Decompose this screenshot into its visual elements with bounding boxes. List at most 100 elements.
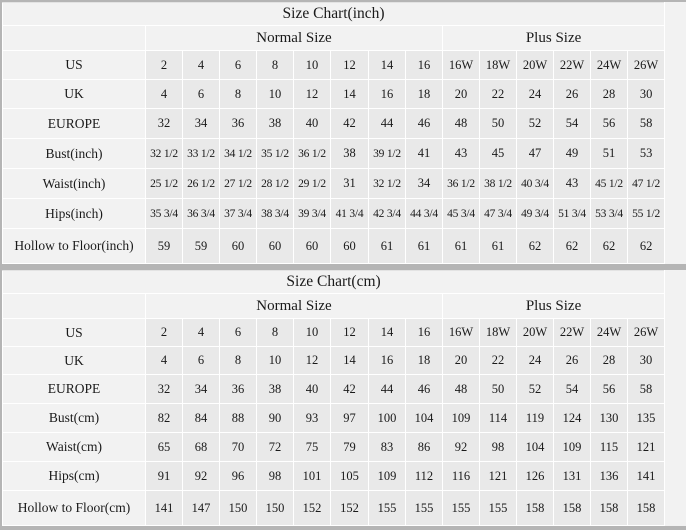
cell: 72 xyxy=(256,432,294,462)
cell: 109 xyxy=(442,403,480,433)
cell: 26 xyxy=(553,79,591,109)
cell: 119 xyxy=(516,403,554,433)
cell: 28 xyxy=(590,346,628,375)
row-label-waist: Waist(inch) xyxy=(2,168,146,199)
cell: 46 xyxy=(405,374,443,404)
cell: 56 xyxy=(590,374,628,404)
cell: 26 xyxy=(553,346,591,375)
row-label-europe: EUROPE xyxy=(2,374,146,404)
cell: 34 xyxy=(182,108,220,139)
cell: 150 xyxy=(219,490,257,526)
cell: 33 1/2 xyxy=(182,138,220,169)
cell: 124 xyxy=(553,403,591,433)
cell: 32 1/2 xyxy=(368,168,406,199)
cell: 40 xyxy=(293,374,331,404)
cell: 152 xyxy=(293,490,331,526)
cell: 32 xyxy=(145,374,183,404)
cell: 158 xyxy=(626,490,666,526)
cell: 41 xyxy=(405,138,443,169)
cell: 20 xyxy=(442,79,480,109)
cell: 44 xyxy=(368,108,406,139)
size-table-cm: Size Chart(cm) Normal Size Plus Size US … xyxy=(1,270,686,526)
cell: 34 xyxy=(405,168,443,199)
cell: 8 xyxy=(256,318,294,347)
cell: 155 xyxy=(368,490,406,526)
table-row: Bust(cm) 82 84 88 90 93 97 100 104 109 1… xyxy=(2,403,686,433)
cell: 62 xyxy=(590,228,628,264)
cell: 135 xyxy=(626,403,666,433)
title-row: Size Chart(inch) xyxy=(1,2,686,26)
cell: 35 1/2 xyxy=(256,138,294,169)
cell: 38 xyxy=(256,374,294,404)
cell: 47 xyxy=(516,138,554,169)
cell: 44 3/4 xyxy=(405,198,443,229)
cell: 16 xyxy=(405,50,443,80)
cell: 75 xyxy=(293,432,331,462)
cell: 6 xyxy=(182,346,220,375)
cell: 158 xyxy=(553,490,591,526)
cell: 8 xyxy=(256,50,294,80)
cell: 96 xyxy=(219,461,257,491)
cell: 105 xyxy=(330,461,369,491)
cell: 12 xyxy=(293,346,331,375)
cell: 42 xyxy=(330,374,369,404)
table-body-cm: Size Chart(cm) Normal Size Plus Size US … xyxy=(1,270,686,526)
cell: 56 xyxy=(590,108,628,139)
row-label-uk: UK xyxy=(2,79,146,109)
cell: 10 xyxy=(256,346,294,375)
cell: 46 xyxy=(405,108,443,139)
row-label-hips: Hips(cm) xyxy=(2,461,146,491)
cell: 14 xyxy=(330,346,369,375)
cell: 18 xyxy=(405,346,443,375)
cell: 98 xyxy=(479,432,517,462)
group-row: Normal Size Plus Size xyxy=(2,293,686,319)
cell: 92 xyxy=(442,432,480,462)
cell: 58 xyxy=(626,374,666,404)
row-label-bust: Bust(cm) xyxy=(2,403,146,433)
cell: 48 xyxy=(442,374,480,404)
cell: 16 xyxy=(368,79,406,109)
cell: 10 xyxy=(256,79,294,109)
size-chart-inch: Size Chart(inch) Normal Size Plus Size U… xyxy=(1,2,686,264)
cell: 22 xyxy=(479,79,517,109)
cell: 60 xyxy=(256,228,294,264)
table-row: EUROPE 32 34 36 38 40 42 44 46 48 50 52 … xyxy=(2,108,686,139)
cell: 4 xyxy=(182,318,220,347)
cell: 59 xyxy=(145,228,183,264)
group-normal-size: Normal Size xyxy=(145,25,443,51)
cell: 62 xyxy=(626,228,666,264)
table-row: US 2 4 6 8 10 12 14 16 16W 18W 20W 22W 2… xyxy=(2,318,686,347)
cell: 16 xyxy=(368,346,406,375)
cell: 49 xyxy=(553,138,591,169)
chart-title: Size Chart(cm) xyxy=(1,270,666,294)
cell: 61 xyxy=(368,228,406,264)
cell: 36 xyxy=(219,374,257,404)
cell: 88 xyxy=(219,403,257,433)
cell: 26W xyxy=(626,318,666,347)
cell: 86 xyxy=(405,432,443,462)
cell: 38 1/2 xyxy=(479,168,517,199)
cell: 24 xyxy=(516,346,554,375)
cell: 131 xyxy=(553,461,591,491)
group-normal-size: Normal Size xyxy=(145,293,443,319)
cell: 22W xyxy=(553,318,591,347)
cell: 50 xyxy=(479,108,517,139)
cell: 4 xyxy=(182,50,220,80)
cell: 141 xyxy=(145,490,183,526)
cell: 26 1/2 xyxy=(182,168,220,199)
cell: 14 xyxy=(330,79,369,109)
cell: 104 xyxy=(405,403,443,433)
row-label-uk: UK xyxy=(2,346,146,375)
group-plus-size: Plus Size xyxy=(441,293,666,319)
table-body-inch: Size Chart(inch) Normal Size Plus Size U… xyxy=(1,2,686,264)
cell: 58 xyxy=(626,108,666,139)
cell: 90 xyxy=(256,403,294,433)
cell: 61 xyxy=(479,228,517,264)
cell: 38 xyxy=(256,108,294,139)
cell: 49 3/4 xyxy=(516,198,554,229)
cell: 31 xyxy=(330,168,369,199)
cell: 79 xyxy=(330,432,369,462)
cell: 36 1/2 xyxy=(442,168,480,199)
cell: 24 xyxy=(516,79,554,109)
cell: 150 xyxy=(256,490,294,526)
